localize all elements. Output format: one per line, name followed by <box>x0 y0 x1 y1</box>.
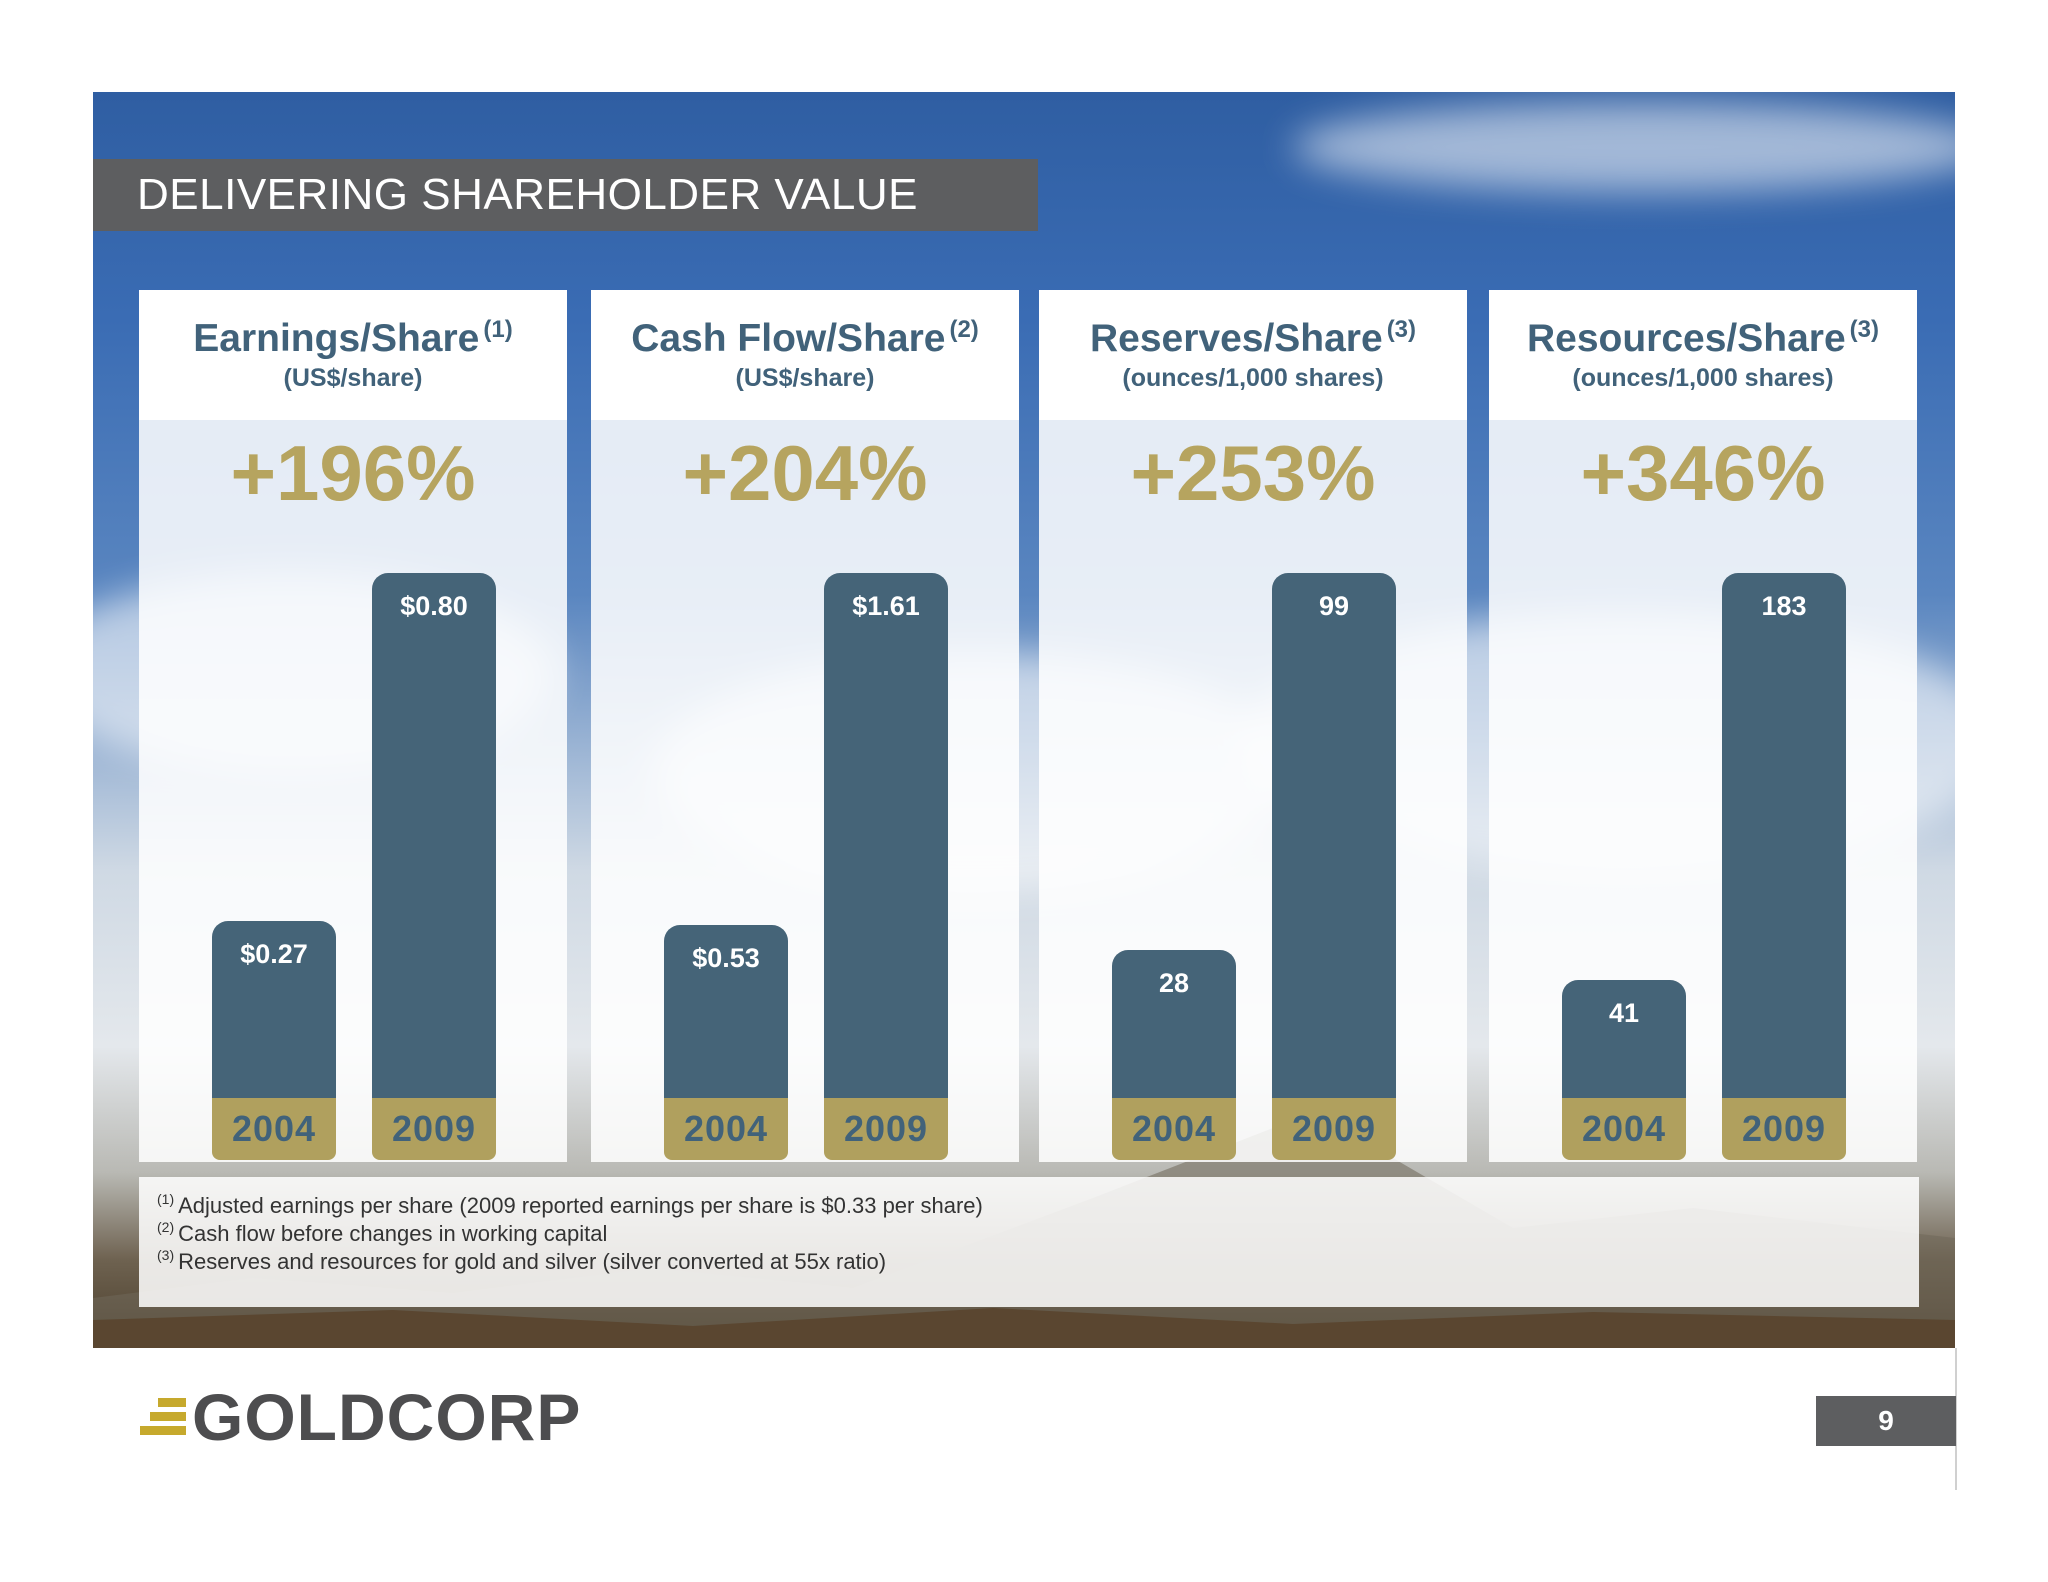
category-label-2004: 2004 <box>1112 1098 1236 1160</box>
panel-title: Resources/Share (3) <box>1526 316 1879 360</box>
logo-wordmark: GOLDCORP <box>192 1380 582 1454</box>
category-label-2004: 2004 <box>212 1098 336 1160</box>
bar-2004: $0.27 <box>212 921 336 1098</box>
bar-2004: 28 <box>1112 950 1236 1098</box>
panel-header: Resources/Share (3) (ounces/1,000 shares) <box>1489 290 1917 420</box>
logo-stripe-icon <box>150 1412 186 1421</box>
chart-panel-resources: Resources/Share (3) (ounces/1,000 shares)… <box>1489 290 1917 1162</box>
unit-label: (US$/share) <box>735 364 875 392</box>
footnote-1: (1) Adjusted earnings per share (2009 rep… <box>157 1191 983 1218</box>
bar-value-label: 99 <box>1318 591 1350 621</box>
panel-title: Earnings/Share (1) <box>193 316 513 360</box>
category-label-2009: 2009 <box>1272 1098 1396 1160</box>
footnote-2: (2) Cash flow before changes in working c… <box>157 1219 608 1246</box>
panel-header: Reserves/Share (3) (ounces/1,000 shares) <box>1039 290 1467 420</box>
chart-panel-cash-flow: Cash Flow/Share (2) (US$/share) +204% $0.… <box>591 290 1019 1162</box>
category-label-2004: 2004 <box>664 1098 788 1160</box>
growth-label: +346% <box>1580 429 1826 517</box>
bar-value-label: $1.61 <box>852 591 920 621</box>
category-label-2009: 2009 <box>1722 1098 1846 1160</box>
category-label-2009: 2009 <box>372 1098 496 1160</box>
category-label-2004: 2004 <box>1562 1098 1686 1160</box>
bar-2009: $0.80 <box>372 573 496 1098</box>
panel-title: Cash Flow/Share (2) <box>631 316 979 360</box>
bar-value-label: $0.80 <box>400 591 468 621</box>
footnote-3: (3) Reserves and resources for gold and s… <box>157 1247 887 1274</box>
chart-panel-earnings: Earnings/Share (1) (US$/share) +196% $0.2… <box>139 290 567 1162</box>
panel-title: Reserves/Share (3) <box>1089 316 1417 360</box>
bar-value-label: 183 <box>1761 591 1807 621</box>
unit-label: (ounces/1,000 shares) <box>1122 364 1384 392</box>
unit-label: (ounces/1,000 shares) <box>1572 364 1834 392</box>
bar-2009: 183 <box>1722 573 1846 1098</box>
goldcorp-logo: GOLDCORP <box>140 1384 600 1450</box>
panel-header: Earnings/Share (1) (US$/share) <box>139 290 567 420</box>
bar-2004: $0.53 <box>664 925 788 1098</box>
bar-2009: 99 <box>1272 573 1396 1098</box>
growth-label: +253% <box>1130 429 1376 517</box>
growth-label: +204% <box>682 429 928 517</box>
logo-stripe-icon <box>158 1398 186 1407</box>
footnotes-box: (1) Adjusted earnings per share (2009 rep… <box>139 1177 1919 1307</box>
panel-header: Cash Flow/Share (2) (US$/share) <box>591 290 1019 420</box>
bar-value-label: 41 <box>1608 998 1640 1028</box>
footnote-ref: (3) <box>1849 316 1879 343</box>
bar-value-label: 28 <box>1158 968 1190 998</box>
category-label-2009: 2009 <box>824 1098 948 1160</box>
unit-label: (US$/share) <box>283 364 423 392</box>
footnote-ref: (3) <box>1386 316 1417 343</box>
page-number: 9 <box>1816 1396 1956 1446</box>
bar-value-label: $0.27 <box>240 939 308 969</box>
chart-panel-reserves: Reserves/Share (3) (ounces/1,000 shares) … <box>1039 290 1467 1162</box>
growth-label: +196% <box>230 429 476 517</box>
slide-title: DELIVERING SHAREHOLDER VALUE <box>93 159 1038 231</box>
bar-value-label: $0.53 <box>692 943 760 973</box>
hero-background: DELIVERING SHAREHOLDER VALUE Earnings/Sh… <box>93 92 1955 1348</box>
logo-stripe-icon <box>140 1426 186 1435</box>
bar-2004: 41 <box>1562 980 1686 1098</box>
page-divider <box>1955 1348 1957 1490</box>
bar-2009: $1.61 <box>824 573 948 1098</box>
footnote-ref: (1) <box>483 316 513 343</box>
footnote-ref: (2) <box>949 316 979 343</box>
